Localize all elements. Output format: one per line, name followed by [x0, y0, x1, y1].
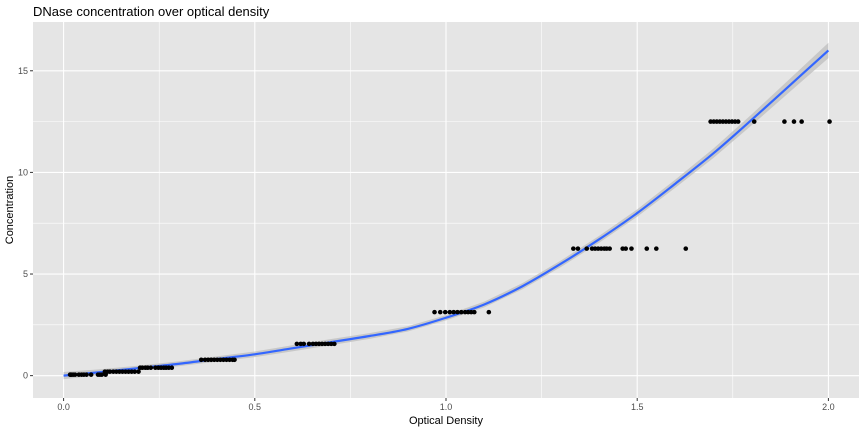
- data-point: [232, 357, 237, 363]
- data-point: [99, 372, 105, 377]
- data-point: [332, 341, 337, 347]
- data-point: [437, 309, 443, 315]
- data-point: [455, 309, 460, 315]
- data-point: [644, 246, 650, 251]
- data-point: [136, 369, 141, 374]
- data-point: [735, 119, 741, 124]
- y-tick-label: 15: [18, 66, 28, 76]
- x-tick-label: 1.0: [440, 402, 453, 412]
- data-point: [294, 341, 300, 347]
- data-point: [683, 246, 689, 251]
- data-point: [584, 246, 590, 251]
- data-point: [629, 246, 634, 251]
- data-point: [459, 309, 464, 315]
- data-point: [472, 309, 477, 315]
- data-point: [751, 119, 757, 124]
- data-point: [132, 369, 138, 374]
- x-axis: 0.0 0.5 1.0 1.5 2.0: [57, 398, 835, 412]
- y-axis-title: Concentration: [4, 176, 16, 245]
- data-point: [451, 309, 456, 315]
- data-point: [306, 341, 312, 347]
- y-tick-label: 0: [23, 371, 28, 381]
- x-axis-title: Optical Density: [409, 415, 483, 427]
- data-point: [72, 372, 78, 377]
- chart-title: DNase concentration over optical density: [33, 4, 270, 19]
- x-tick-label: 1.5: [631, 402, 644, 412]
- data-point: [148, 365, 154, 371]
- data-point: [623, 246, 629, 251]
- data-point: [791, 119, 797, 124]
- data-point: [654, 246, 659, 251]
- data-point: [442, 309, 448, 315]
- data-point: [782, 119, 787, 124]
- data-point: [432, 309, 437, 315]
- x-tick-label: 0.5: [249, 402, 262, 412]
- data-points: [67, 119, 832, 377]
- data-point: [88, 372, 94, 377]
- data-point: [571, 246, 576, 251]
- data-point: [486, 309, 492, 315]
- data-point: [799, 119, 804, 124]
- data-point: [575, 246, 581, 251]
- data-point: [447, 309, 453, 315]
- data-point: [301, 341, 307, 347]
- x-tick-label: 0.0: [57, 402, 70, 412]
- data-point: [84, 372, 89, 377]
- y-axis: 0 5 10 15: [18, 66, 33, 381]
- smooth-trend-line: [63, 49, 830, 377]
- data-point: [107, 369, 113, 374]
- data-point: [169, 365, 175, 371]
- x-tick-label: 2.0: [822, 402, 835, 412]
- data-point: [827, 119, 832, 124]
- data-point: [198, 357, 204, 363]
- data-point: [607, 246, 612, 251]
- y-tick-label: 5: [23, 269, 28, 279]
- y-tick-label: 10: [18, 167, 28, 177]
